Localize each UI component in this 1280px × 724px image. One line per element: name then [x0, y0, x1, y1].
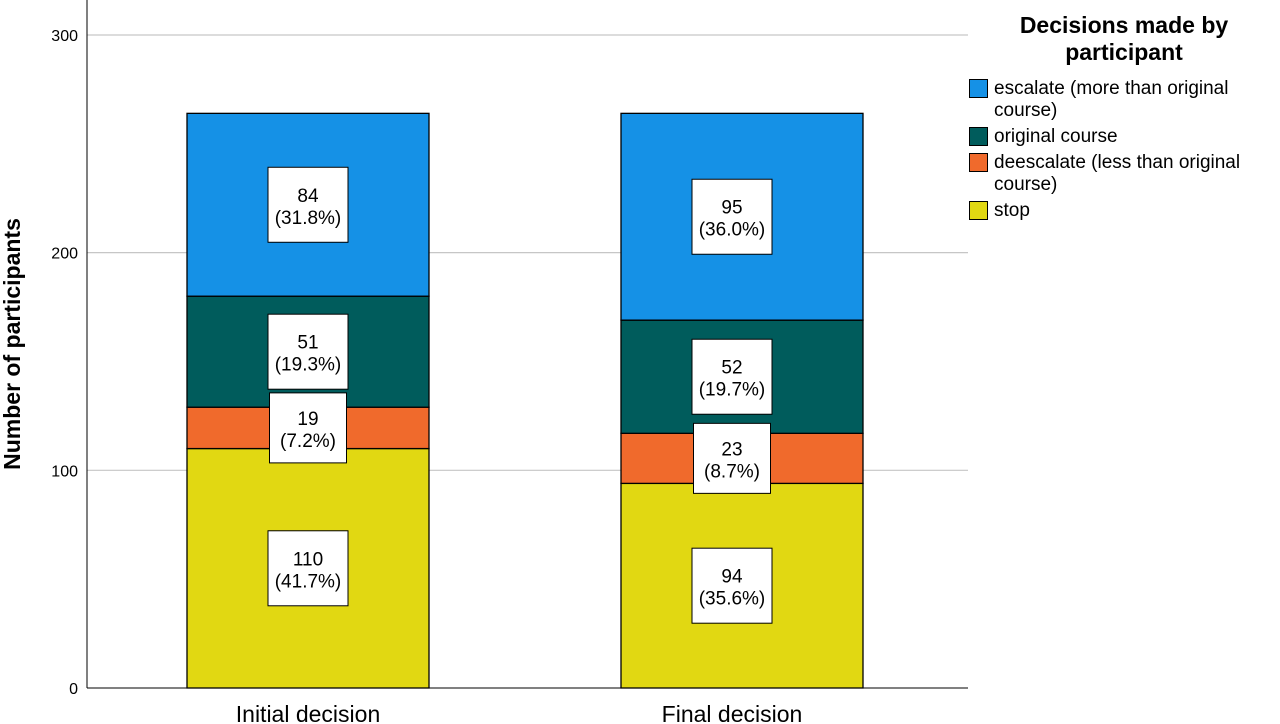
y-tick-label: 100 — [51, 463, 78, 480]
legend-items: escalate (more than original course) orig… — [965, 78, 1280, 222]
data-label: 95(36.0%) — [691, 178, 773, 255]
data-label-box — [267, 313, 349, 390]
data-label-box — [691, 338, 773, 415]
data-label-box — [693, 422, 771, 494]
data-label-box — [269, 392, 347, 464]
data-label-percent: (36.0%) — [699, 220, 766, 241]
legend-label: escalate (more than original course) — [994, 78, 1229, 121]
category-label: Final decision — [662, 701, 803, 724]
legend-swatch — [969, 79, 988, 98]
y-axis-title: Number of participants — [0, 218, 25, 470]
category-label: Initial decision — [236, 701, 380, 724]
data-label: 51(19.3%) — [267, 313, 349, 390]
legend-item: stop — [965, 200, 1280, 222]
legend-swatch — [969, 201, 988, 220]
data-label-box — [267, 166, 349, 243]
legend-item: escalate (more than original course) — [965, 78, 1280, 122]
legend-item: deescalate (less than original course) — [965, 152, 1280, 196]
legend-swatch — [969, 127, 988, 146]
y-tick-label: 300 — [51, 28, 78, 45]
data-label-value: 19 — [297, 409, 318, 430]
data-label-percent: (35.6%) — [699, 589, 766, 610]
y-tick-label: 200 — [51, 246, 78, 263]
category-labels: Initial decision Final decision — [236, 701, 803, 724]
data-label: 84(31.8%) — [267, 166, 349, 243]
y-tick-labels: 0 100 200 300 — [51, 28, 78, 698]
data-label-value: 52 — [721, 358, 742, 379]
data-label-value: 95 — [721, 198, 742, 219]
data-label-percent: (41.7%) — [275, 571, 342, 592]
legend-item: original course — [965, 126, 1280, 148]
data-label-box — [691, 547, 773, 624]
data-label-value: 110 — [293, 549, 323, 570]
data-label-percent: (31.8%) — [275, 208, 342, 229]
data-label-box — [691, 178, 773, 255]
data-label-percent: (19.7%) — [699, 380, 766, 401]
data-label-box — [267, 530, 349, 607]
bars: 110(41.7%)19(7.2%)51(19.3%)84(31.8%)94(3… — [186, 112, 864, 689]
y-tick-label: 0 — [69, 681, 78, 698]
data-label-value: 23 — [721, 439, 742, 460]
data-label-percent: (7.2%) — [280, 431, 336, 452]
data-label: 52(19.7%) — [691, 338, 773, 415]
data-label-value: 94 — [721, 567, 743, 588]
legend-label: stop — [994, 200, 1030, 221]
data-label: 23(8.7%) — [693, 422, 771, 494]
data-label-percent: (19.3%) — [275, 355, 342, 376]
data-label: 110(41.7%) — [267, 530, 349, 607]
legend: Decisions made by participant escalate (… — [965, 12, 1280, 222]
data-label-percent: (8.7%) — [704, 461, 760, 482]
legend-title: Decisions made by participant — [1019, 12, 1229, 65]
data-label-value: 51 — [297, 333, 318, 354]
legend-label: original course — [994, 126, 1118, 147]
data-label-value: 84 — [297, 186, 319, 207]
data-label: 94(35.6%) — [691, 547, 773, 624]
data-label: 19(7.2%) — [269, 392, 347, 464]
legend-label: deescalate (less than original course) — [994, 152, 1241, 195]
legend-swatch — [969, 153, 988, 172]
